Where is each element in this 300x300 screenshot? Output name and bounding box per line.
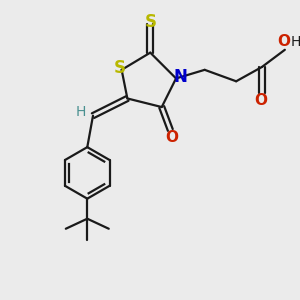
Text: O: O — [254, 93, 267, 108]
Text: N: N — [173, 68, 187, 86]
Text: H: H — [76, 105, 86, 119]
Text: O: O — [165, 130, 178, 146]
Text: S: S — [144, 13, 156, 31]
Text: S: S — [114, 59, 126, 77]
Text: H: H — [290, 35, 300, 49]
Text: O: O — [277, 34, 290, 49]
